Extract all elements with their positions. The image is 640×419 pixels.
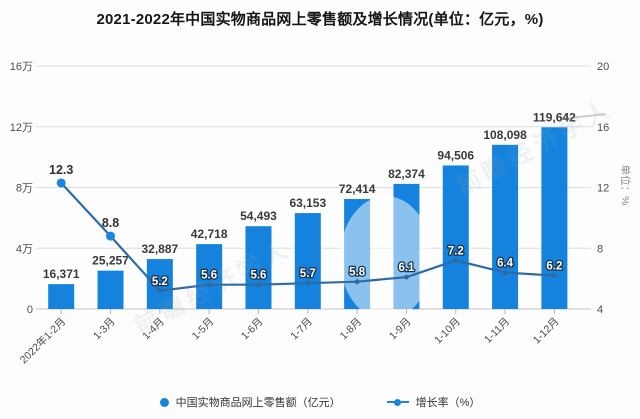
bar-value-label: 54,493	[240, 209, 277, 223]
x-axis-label: 1-10月	[432, 316, 463, 347]
bar	[245, 226, 272, 309]
bar	[146, 259, 173, 309]
bar-value-label: 16,371	[43, 267, 80, 281]
bar	[196, 244, 223, 309]
growth-value-label: 6.1	[398, 262, 415, 274]
y-axis-left-tick-label: 8万	[16, 183, 33, 195]
bar	[541, 127, 568, 310]
y-axis-right-tick-label: 20	[597, 61, 609, 73]
x-axis-label: 2022年1-2月	[17, 315, 68, 366]
bar	[48, 284, 75, 309]
line-marker	[206, 282, 212, 288]
growth-value-label: 5.6	[201, 270, 217, 282]
bar	[97, 270, 124, 309]
line-marker	[106, 231, 116, 241]
growth-value-label: 6.4	[497, 258, 514, 270]
right-axis-unit-label: 单位：%	[619, 165, 632, 206]
y-axis-left-tick-label: 4万	[16, 243, 33, 255]
line-marker	[453, 258, 459, 263]
y-axis-left-tick-label: 0	[27, 304, 33, 316]
bar	[442, 165, 469, 309]
x-axis-label: 1-8月	[338, 316, 365, 343]
y-axis-right-tick-label: 12	[597, 183, 609, 195]
y-axis-right-tick-label: 8	[597, 243, 603, 255]
line-marker	[56, 178, 66, 188]
line-marker	[502, 270, 508, 275]
chart-legend: 中国实物商品网上零售额（亿元） 增长率（%）	[0, 394, 640, 410]
growth-value-label: 8.8	[102, 216, 119, 230]
growth-value-label: 5.8	[349, 267, 366, 279]
legend-item-growth-rate: 增长率（%）	[386, 394, 481, 410]
y-axis-right-tick-label: 16	[597, 122, 609, 134]
legend-line-dot-icon	[386, 398, 409, 407]
y-axis-left-tick-label: 12万	[10, 122, 33, 134]
legend-circle-icon	[159, 397, 169, 407]
x-axis-label: 1-5月	[190, 316, 217, 343]
bar	[492, 144, 519, 309]
line-marker	[552, 273, 557, 278]
bar-value-label: 63,153	[289, 196, 326, 210]
x-axis-label: 1-3月	[91, 316, 118, 343]
legend-label-retail-sales: 中国实物商品网上零售额（亿元）	[175, 397, 341, 409]
x-axis-label: 1-7月	[288, 316, 315, 343]
growth-value-label: 7.2	[448, 245, 464, 257]
bar-value-label: 72,414	[339, 182, 376, 196]
legend-item-retail-sales: 中国实物商品网上零售额（亿元）	[159, 394, 341, 410]
x-axis-label: 1-11月	[482, 316, 512, 346]
growth-value-label: 5.2	[152, 276, 168, 288]
bar-value-label: 119,642	[533, 110, 576, 124]
legend-label-growth-rate: 增长率（%）	[415, 397, 481, 409]
bar-value-label: 42,718	[191, 227, 228, 241]
growth-value-label: 12.3	[49, 163, 73, 177]
y-axis-right-tick-label: 4	[597, 304, 603, 316]
legend-dot-icon	[394, 398, 402, 406]
x-axis-label: 1-6月	[239, 316, 266, 343]
line-marker	[256, 282, 261, 288]
chart-title: 2021-2022年中国实物商品网上零售额及增长情况(单位：亿元，%)	[96, 11, 544, 28]
line-marker	[354, 279, 360, 285]
watermark-circle	[340, 196, 432, 320]
bar-value-label: 32,887	[141, 242, 178, 256]
line-marker	[404, 274, 409, 280]
line-marker	[305, 280, 311, 286]
bar	[294, 213, 321, 309]
bar-value-label: 82,374	[388, 167, 425, 181]
watermark-scribble	[559, 113, 607, 120]
growth-value-label: 5.7	[300, 268, 316, 280]
growth-value-label: 5.6	[250, 270, 266, 282]
line-marker	[157, 288, 163, 294]
growth-value-label: 6.2	[546, 261, 562, 273]
bar-value-label: 94,506	[437, 148, 474, 162]
bar-value-label: 108,098	[483, 128, 527, 142]
x-axis-label: 1-12月	[531, 316, 562, 347]
y-axis-left-tick-label: 16万	[10, 61, 33, 73]
bar-value-label: 25,257	[92, 254, 129, 268]
